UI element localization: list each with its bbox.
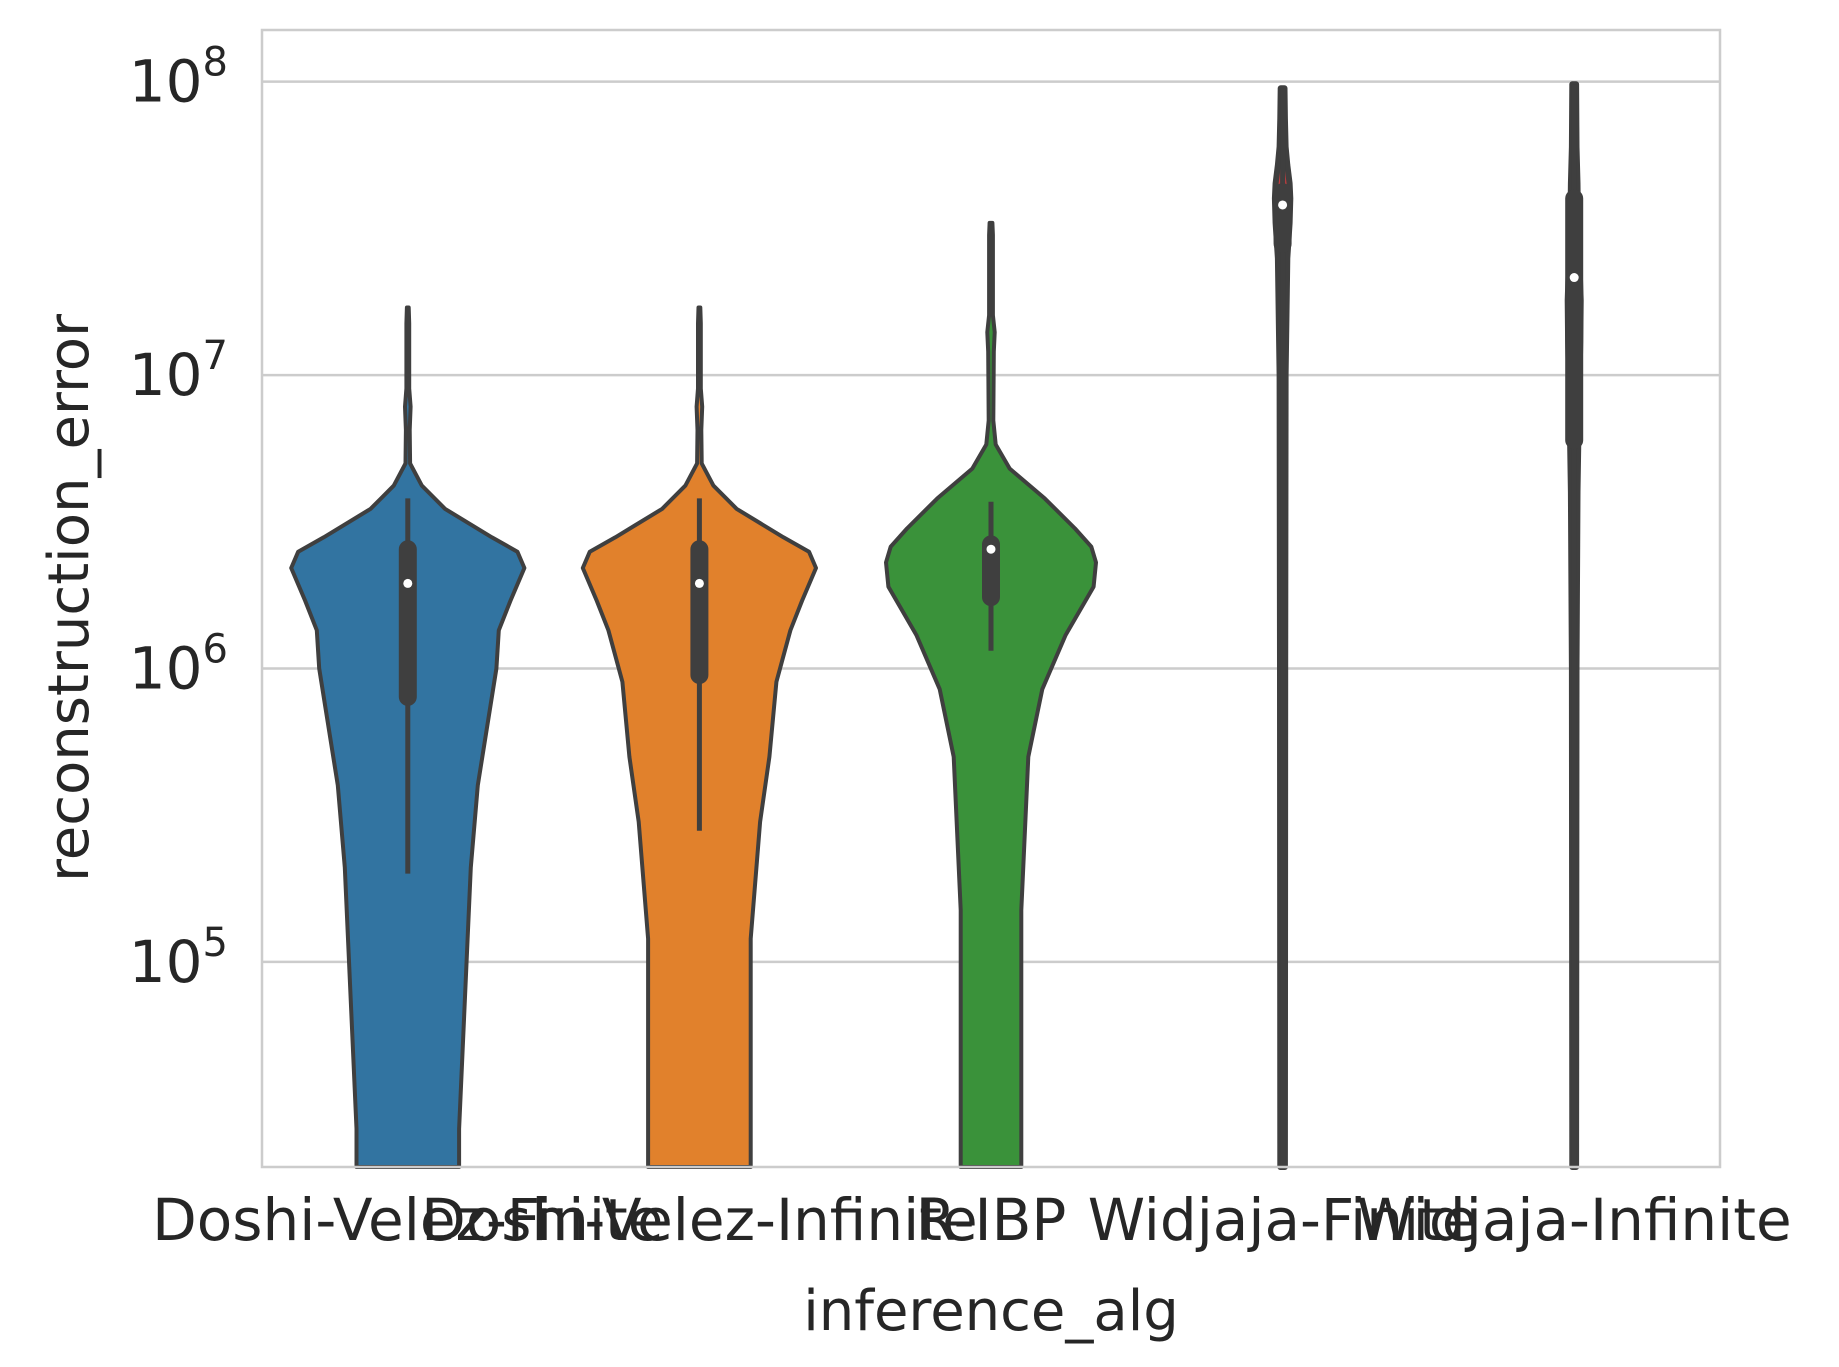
- violin-median-dot: [1569, 273, 1579, 283]
- x-tick-label: R-IBP: [916, 1186, 1067, 1254]
- y-tick-label: 106: [129, 626, 228, 702]
- violin-median-dot: [694, 578, 704, 588]
- x-tick-label: Widjaja-Infinite: [1357, 1186, 1792, 1254]
- violin-body: [884, 220, 1098, 1169]
- violin-widjaja-infinite: [1564, 81, 1584, 1170]
- y-tick-label: 107: [129, 333, 228, 409]
- y-tick-labels: 105 106 107 108: [129, 40, 228, 996]
- plot-frame: [260, 28, 1722, 1169]
- violins: [289, 81, 1584, 1170]
- x-tick-label: Widjaja-Finite: [1088, 1186, 1478, 1254]
- violin-r-ibp: [884, 220, 1098, 1169]
- violin-median-dot: [986, 544, 996, 554]
- violin-median-dot: [403, 578, 413, 588]
- violin-doshi-velez-finite: [289, 305, 527, 1169]
- x-tick-labels: Doshi-Velez-FiniteDoshi-Velez-InfiniteR-…: [152, 1186, 1792, 1254]
- x-tick-label: Doshi-Velez-Finite: [152, 1186, 663, 1254]
- violin-doshi-velez-infinite: [580, 305, 818, 1169]
- violin-median-dot: [1278, 200, 1288, 210]
- y-axis-label: reconstruction_error: [37, 313, 102, 882]
- violin-widjaja-finite: [1271, 85, 1294, 1170]
- x-tick-label: Doshi-Velez-Infinite: [421, 1186, 978, 1254]
- x-axis-label: inference_alg: [803, 1279, 1179, 1344]
- y-tick-label: 105: [129, 920, 228, 996]
- y-tick-label: 108: [129, 40, 228, 116]
